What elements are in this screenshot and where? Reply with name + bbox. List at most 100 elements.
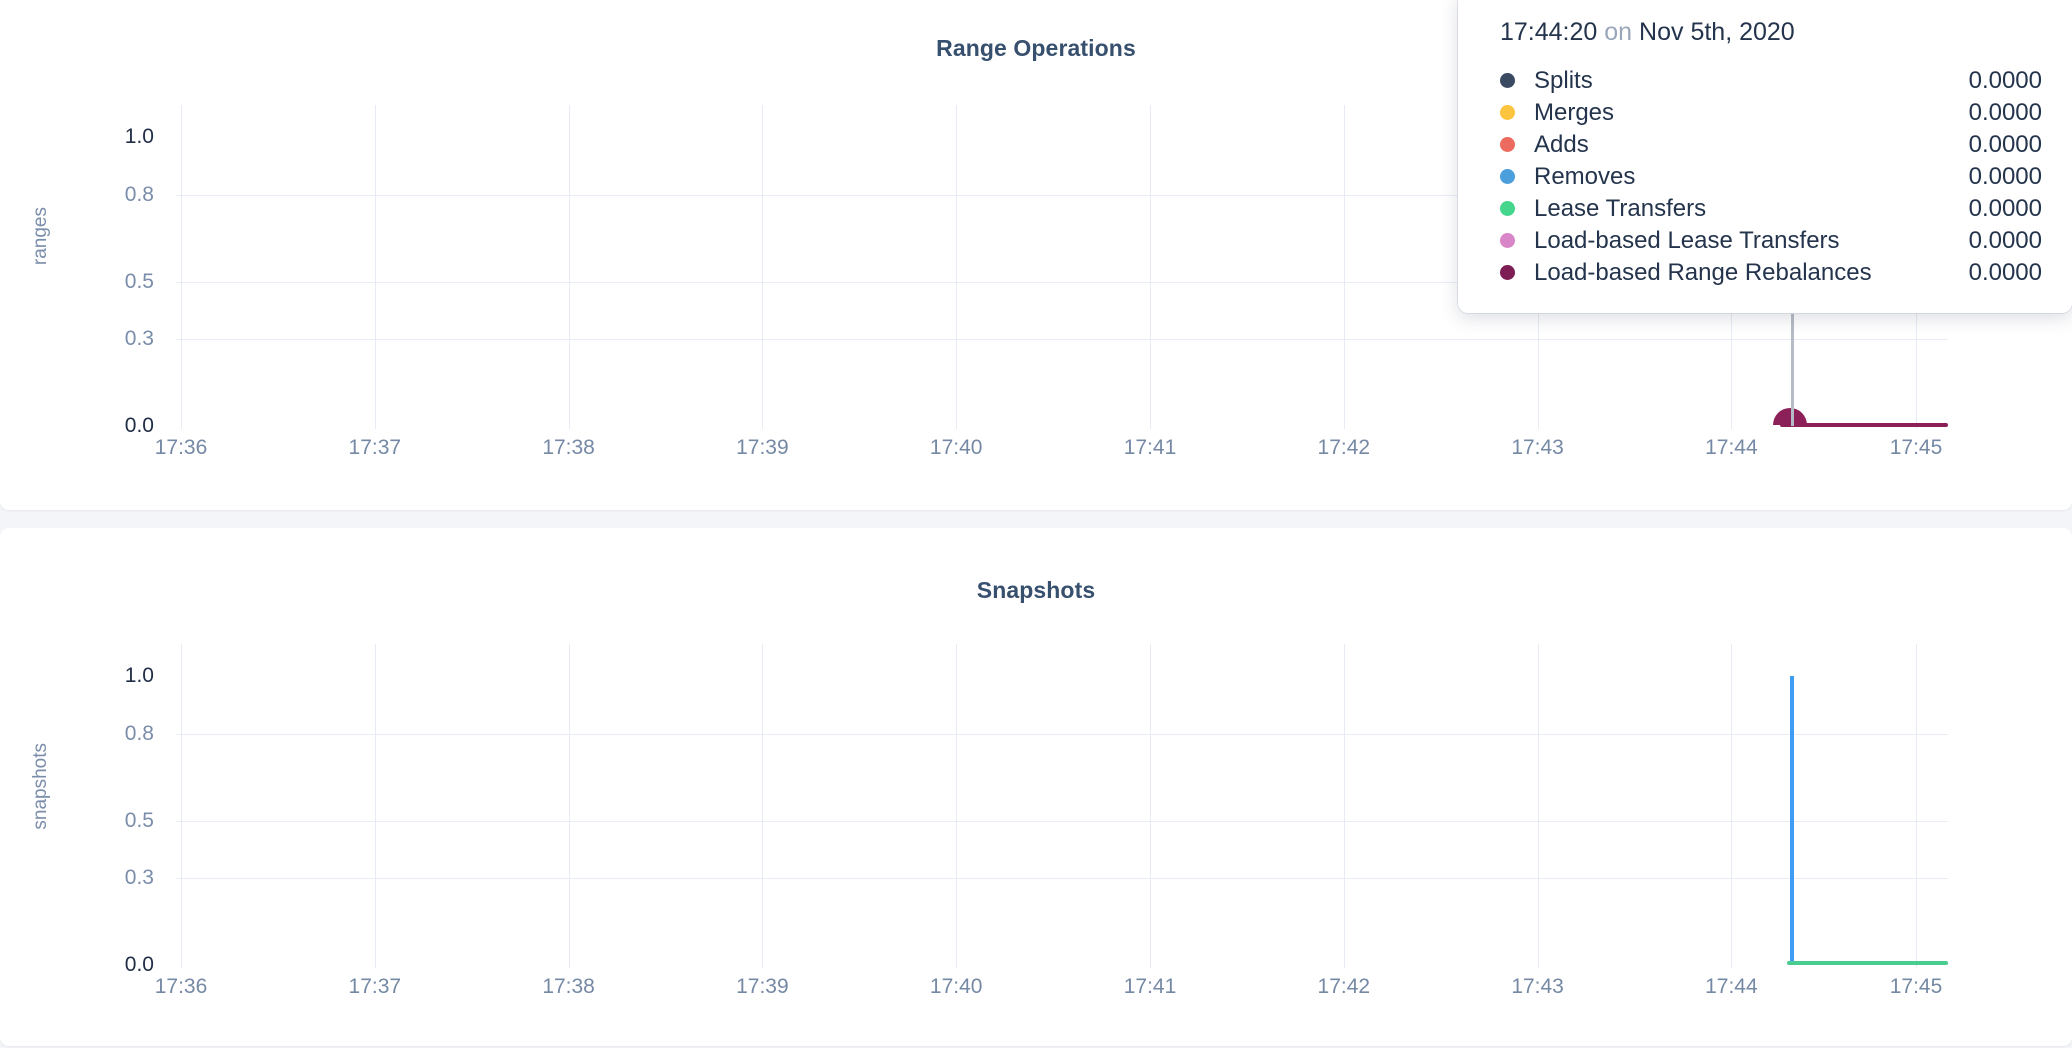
snapshots-card: Snapshots snapshots 1.0 0.8 0.5 0.3 0.0 …	[0, 528, 2072, 1046]
x-axis-tick: 17:40	[929, 975, 983, 998]
y-axis-tick: 0.5	[124, 808, 154, 832]
legend-dot-icon	[1500, 73, 1515, 88]
x-axis-tick: 17:39	[736, 436, 789, 459]
legend-dot-cell	[1500, 257, 1534, 289]
x-axis-tick: 17:45	[1889, 436, 1943, 459]
x-axis-tick: 17:37	[348, 975, 402, 998]
table-row: Lease Transfers 0.0000	[1500, 193, 2042, 225]
legend-dot-icon	[1500, 105, 1515, 120]
legend-value: 0.0000	[1968, 99, 2042, 126]
gridline-vertical	[1343, 644, 1345, 968]
y-axis-label-snapshots: snapshots	[30, 743, 51, 830]
table-row: Load-based Range Rebalances 0.0000	[1500, 257, 2042, 289]
gridline-vertical	[1150, 644, 1151, 968]
y-axis-tick: 1.0	[124, 125, 154, 148]
x-axis-tick: 17:41	[1123, 975, 1177, 998]
series-line-load-based-range-rebalances	[1780, 423, 1948, 427]
x-axis-tick: 17:45	[1889, 975, 1943, 998]
gridline-vertical	[181, 644, 182, 968]
x-axis-tick: 17:41	[1123, 436, 1177, 459]
gridline-vertical	[1150, 105, 1151, 429]
legend-label: Removes	[1534, 163, 1636, 190]
legend-label: Merges	[1534, 99, 1615, 126]
x-axis-tick: 17:38	[542, 975, 595, 998]
legend-dot-icon	[1500, 137, 1515, 152]
legend-label: Load-based Range Rebalances	[1534, 259, 1872, 286]
x-axis-tick: 17:37	[348, 436, 402, 459]
gridline-horizontal	[176, 339, 1948, 341]
legend-label: Load-based Lease Transfers	[1534, 227, 1840, 254]
legend-dot-cell	[1500, 97, 1534, 129]
x-axis-tick: 17:43	[1511, 975, 1564, 998]
tooltip-date: Nov 5th, 2020	[1639, 18, 1795, 46]
y-axis-tick: 0.0	[124, 953, 154, 976]
legend-label: Lease Transfers	[1534, 195, 1707, 222]
table-row: Splits 0.0000	[1500, 65, 2042, 97]
page-title-range-operations: Range Operations	[936, 35, 1136, 61]
legend-dot-icon	[1500, 169, 1515, 184]
x-axis-tick: 17:38	[542, 436, 595, 459]
y-axis-tick: 0.8	[124, 182, 154, 206]
y-axis-tick: 0.5	[124, 269, 154, 293]
legend-dot-cell	[1500, 129, 1534, 161]
legend-dot-cell	[1500, 65, 1534, 97]
gridline-horizontal	[176, 878, 1948, 880]
x-axis-tick: 17:44	[1705, 975, 1758, 998]
y-axis-tick: 0.0	[124, 414, 154, 437]
y-axis-tick: 0.3	[124, 327, 154, 351]
series-line-rebalancing-snapshots	[1790, 676, 1794, 964]
snapshots-plot-area: 1.0 0.8 0.5 0.3 0.0 17:36 17:37 17:38 17…	[125, 644, 1948, 998]
y-axis-tick: 1.0	[124, 664, 154, 687]
x-axis-tick: 17:36	[154, 436, 208, 459]
legend-value: 0.0000	[1968, 131, 2042, 158]
chart-hover-tooltip: 17:44:20 on Nov 5th, 2020 Splits 0.0000 …	[1458, 0, 2072, 313]
x-axis-tick: 17:43	[1511, 436, 1564, 459]
gridline-vertical	[762, 105, 764, 429]
y-axis-label-ranges: ranges	[30, 207, 51, 266]
x-axis-tick: 17:40	[929, 436, 983, 459]
gridline-vertical	[956, 105, 958, 429]
legend-dot-icon	[1500, 233, 1515, 248]
legend-dot-cell	[1500, 161, 1534, 193]
legend-value: 0.0000	[1968, 195, 2042, 222]
tooltip-series-table: Splits 0.0000 Merges 0.0000 Adds 0.0000	[1500, 65, 2042, 289]
gridline-vertical	[762, 644, 764, 968]
gridline-vertical	[956, 644, 958, 968]
legend-dot-cell	[1500, 225, 1534, 257]
x-axis-tick: 17:39	[736, 975, 789, 998]
legend-value: 0.0000	[1968, 163, 2042, 190]
series-marker-load-based-range-rebalances	[1773, 408, 1807, 425]
legend-dot-icon	[1500, 265, 1515, 280]
legend-value: 0.0000	[1968, 227, 2042, 254]
tooltip-timestamp: 17:44:20 on Nov 5th, 2020	[1500, 18, 2042, 47]
gridline-vertical	[181, 105, 182, 429]
gridline-vertical	[1731, 644, 1733, 968]
gridline-vertical	[1343, 105, 1345, 429]
page-title-snapshots: Snapshots	[976, 577, 1096, 603]
x-axis-tick: 17:44	[1705, 436, 1758, 459]
legend-value: 0.0000	[1968, 259, 2042, 286]
gridline-vertical	[568, 644, 570, 968]
gridline-horizontal	[176, 281, 1948, 283]
x-axis-tick: 17:36	[154, 975, 208, 998]
gridline-vertical	[1916, 644, 1917, 968]
table-row: Removes 0.0000	[1500, 161, 2042, 193]
tooltip-on-word: on	[1604, 18, 1633, 46]
table-row: Load-based Lease Transfers 0.0000	[1500, 225, 2042, 257]
y-axis-tick: 0.8	[124, 721, 154, 745]
legend-label: Adds	[1534, 131, 1589, 158]
gridline-horizontal	[176, 820, 1948, 822]
series-line-baseline	[1787, 961, 1948, 965]
gridline-horizontal	[176, 194, 1948, 196]
gridline-vertical	[374, 105, 376, 429]
y-axis-tick: 0.3	[124, 866, 154, 890]
table-row: Merges 0.0000	[1500, 97, 2042, 129]
gridline-vertical	[374, 644, 376, 968]
x-axis-tick: 17:42	[1317, 975, 1371, 998]
legend-dot-icon	[1500, 201, 1515, 216]
gridline-horizontal	[176, 733, 1948, 735]
table-row: Adds 0.0000	[1500, 129, 2042, 161]
legend-dot-cell	[1500, 193, 1534, 225]
legend-value: 0.0000	[1968, 67, 2042, 94]
